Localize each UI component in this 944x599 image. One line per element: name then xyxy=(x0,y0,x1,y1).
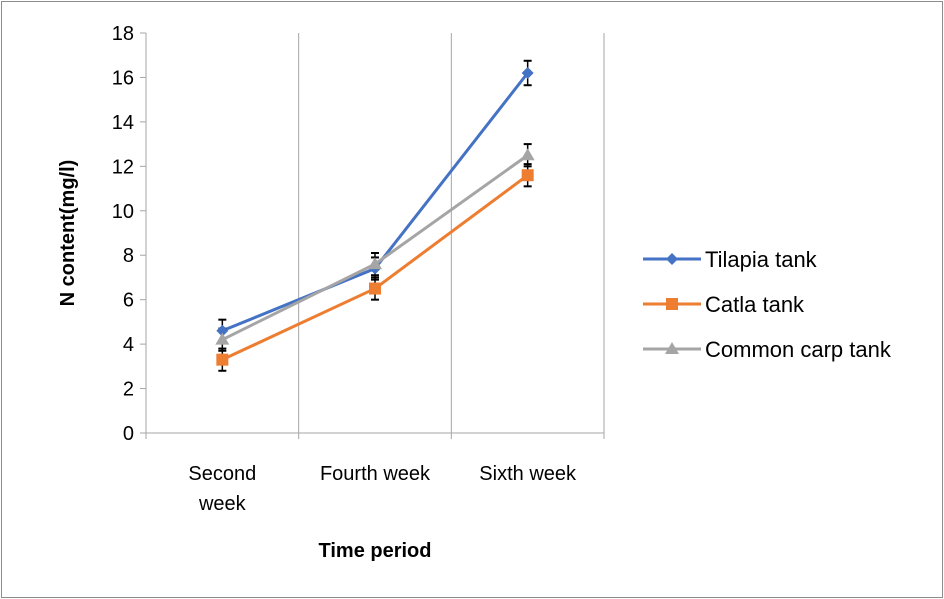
data-point xyxy=(521,67,534,79)
legend-marker xyxy=(665,342,679,354)
series-group xyxy=(215,59,535,372)
legend-item: Catla tank xyxy=(643,292,805,317)
legend: Tilapia tank Catla tank Common carp tank xyxy=(643,247,892,362)
x-tick-label: Fourth week xyxy=(320,463,431,485)
axes: 0 2 4 6 8 10 12 14 16 18 Second week Fourth week Sixt… xyxy=(112,23,605,515)
y-tick-label: 12 xyxy=(112,156,134,178)
legend-marker xyxy=(666,298,678,310)
y-tick-label: 0 xyxy=(123,423,134,445)
legend-marker xyxy=(666,253,678,265)
data-point xyxy=(216,353,229,366)
data-point xyxy=(520,148,535,161)
x-tick-label: Second week xyxy=(188,463,256,515)
legend-item: Tilapia tank xyxy=(643,247,818,272)
y-tick-label: 16 xyxy=(112,67,134,89)
y-tick-label: 8 xyxy=(123,245,134,267)
y-tick-label: 18 xyxy=(112,23,134,45)
x-axis-title: Time period xyxy=(319,540,432,562)
legend-label: Tilapia tank xyxy=(705,247,818,272)
data-point xyxy=(215,332,230,345)
legend-item: Common carp tank xyxy=(643,337,892,362)
y-axis-title: N content(mg/l) xyxy=(57,160,79,307)
y-tick-label: 10 xyxy=(112,201,134,223)
y-tick-label: 4 xyxy=(123,334,134,356)
data-point xyxy=(368,257,382,270)
data-point xyxy=(216,324,229,337)
y-tick-label: 2 xyxy=(123,379,134,401)
y-tick-label: 6 xyxy=(123,290,134,312)
data-point xyxy=(521,169,534,182)
data-point xyxy=(369,282,381,295)
legend-label: Common carp tank xyxy=(705,337,892,362)
y-tick-label: 14 xyxy=(112,112,134,134)
legend-label: Catla tank xyxy=(705,292,805,317)
x-tick-label: Sixth week xyxy=(479,463,577,485)
